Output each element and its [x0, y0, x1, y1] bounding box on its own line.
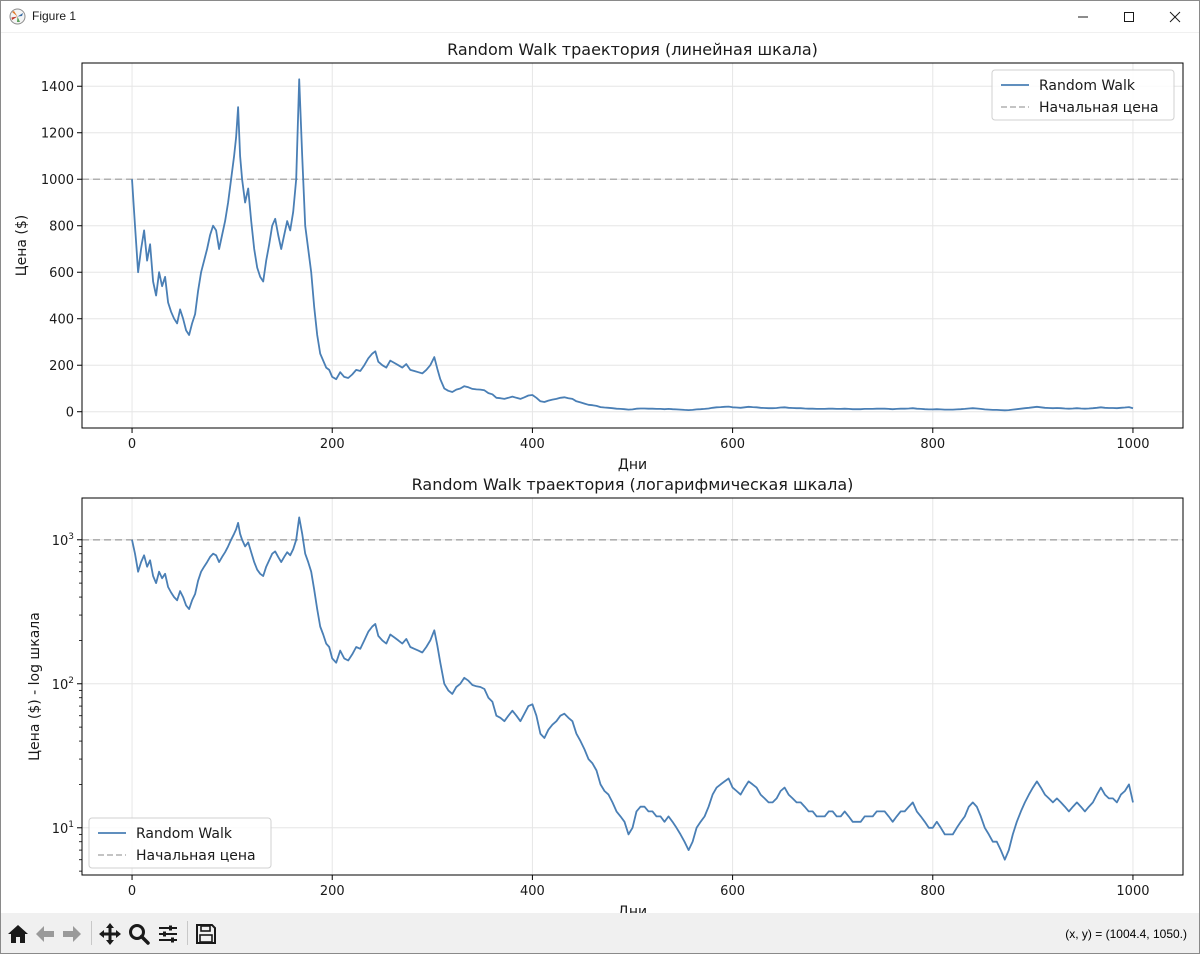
x-tick-label: 800 [920, 437, 945, 452]
x-tick-label: 200 [320, 437, 345, 452]
y-tick-exponent: 2 [68, 676, 74, 686]
legend-box [991, 69, 1175, 121]
cursor-coordinates: (x, y) = (1004.4, 1050.) [1065, 927, 1187, 941]
x-tick-label: 600 [720, 884, 745, 899]
y-tick-exponent: 1 [68, 820, 74, 830]
y-tick-label: 101 [52, 820, 74, 837]
chart-title: Random Walk траектория (логарифмическая … [412, 475, 854, 494]
y-tick-label: 600 [49, 266, 74, 281]
x-tick-label: 600 [720, 437, 745, 452]
legend-box [88, 817, 272, 869]
matplotlib-app-icon [9, 8, 26, 25]
x-tick-label: 800 [920, 884, 945, 899]
x-tick-label: 1000 [1116, 437, 1149, 452]
x-axis-label: Дни [618, 904, 647, 913]
zoom-button[interactable] [126, 921, 152, 947]
figure-svg: 0 200 400 600 800 100002004006008001000120014… [14, 40, 1184, 920]
x-axis-label: Дни [618, 457, 647, 473]
pan-icon [99, 923, 121, 945]
x-tick-label: 1000 [1116, 884, 1149, 899]
maximize-icon [1124, 12, 1134, 22]
legend-label: Начальная цена [1039, 100, 1159, 116]
y-tick-label: 1000 [41, 173, 74, 188]
home-icon [8, 925, 28, 943]
back-icon [36, 926, 54, 942]
y-tick-label: 102 [52, 676, 74, 693]
title-bar: Figure 1 [1, 1, 1199, 33]
minimize-button[interactable] [1060, 1, 1106, 32]
configure-subplots-icon [159, 925, 177, 943]
x-tick-label: 400 [520, 437, 545, 452]
legend-label: Начальная цена [136, 848, 256, 864]
close-button[interactable] [1152, 1, 1198, 32]
forward-icon [63, 926, 81, 942]
y-tick-label: 400 [49, 313, 74, 328]
y-tick-base: 10 [52, 678, 69, 693]
pan-button[interactable] [97, 921, 123, 947]
toolbar-separator [91, 921, 92, 945]
y-tick-base: 10 [52, 534, 69, 549]
close-icon [1169, 11, 1181, 23]
configure-subplots-button[interactable] [155, 921, 181, 947]
minimize-icon [1078, 16, 1088, 18]
y-tick-label: 200 [49, 359, 74, 374]
y-tick-label: 1400 [41, 80, 74, 95]
y-tick-base: 10 [52, 822, 69, 837]
figure-canvas[interactable]: 0 200 400 600 800 1000 0 200 400 600 800 1000 1200 14… [1, 33, 1199, 920]
maximize-button[interactable] [1106, 1, 1152, 32]
navigation-toolbar: (x, y) = (1004.4, 1050.) [1, 913, 1199, 953]
y-tick-label: 0 [66, 406, 74, 421]
axes-frame [81, 62, 1184, 429]
toolbar-separator [187, 921, 188, 945]
back-button[interactable] [32, 921, 58, 947]
chart-title: Random Walk траектория (линейная шкала) [447, 40, 818, 59]
y-axis-label: Цена ($) - log шкала [27, 612, 43, 761]
series-line-random-walk [131, 516, 1134, 861]
y-tick-label: 103 [52, 532, 74, 549]
y-tick-label: 1200 [41, 127, 74, 142]
y-axis-label: Цена ($) [14, 215, 30, 277]
window-title: Figure 1 [32, 9, 77, 23]
home-button[interactable] [5, 921, 31, 947]
x-tick-label: 400 [520, 884, 545, 899]
series-line-random-walk [131, 78, 1134, 412]
x-tick-label: 0 [128, 437, 136, 452]
axes-frame [81, 497, 1184, 876]
legend-label: Random Walk [136, 826, 233, 842]
save-button[interactable] [193, 921, 219, 947]
x-tick-label: 200 [320, 884, 345, 899]
legend-label: Random Walk [1039, 78, 1136, 94]
save-icon [196, 924, 216, 944]
zoom-icon [129, 924, 150, 945]
y-tick-label: 800 [49, 220, 74, 235]
y-tick-exponent: 3 [68, 532, 74, 542]
x-tick-label: 0 [128, 884, 136, 899]
forward-button[interactable] [59, 921, 85, 947]
